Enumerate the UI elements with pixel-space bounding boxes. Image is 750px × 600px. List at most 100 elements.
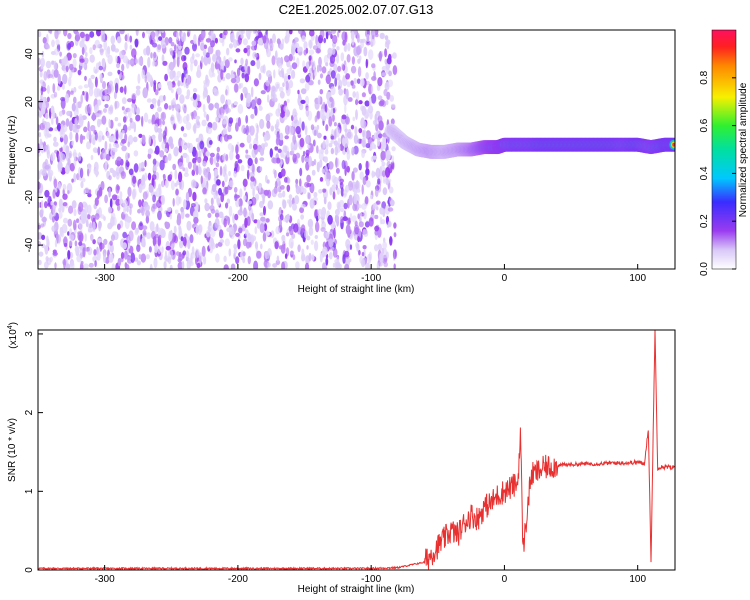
- heatmap-noise-cell: [108, 253, 114, 263]
- heatmap-noise-cell: [235, 232, 240, 237]
- heatmap-noise-cell: [365, 262, 371, 269]
- heatmap-noise-cell: [306, 144, 311, 149]
- heatmap-noise-cell: [233, 186, 238, 193]
- heatmap-noise-cell: [215, 253, 220, 263]
- heatmap-noise-cell: [138, 183, 143, 194]
- heatmap-noise-cell: [145, 254, 150, 260]
- heatmap-noise-cell: [365, 72, 369, 80]
- heatmap-noise-cell: [173, 235, 179, 244]
- heatmap-noise-cell: [343, 189, 348, 196]
- heatmap-noise-cell: [274, 241, 279, 250]
- heatmap-noise-cell: [193, 59, 198, 67]
- heatmap-noise-cell: [127, 59, 134, 65]
- heatmap-noise-cell: [275, 108, 281, 117]
- heatmap-noise-cell: [318, 152, 324, 161]
- heatmap-noise-cell: [390, 103, 396, 108]
- heatmap-noise-cell: [234, 194, 240, 199]
- heatmap-noise-cell: [276, 255, 280, 263]
- heatmap-noise-cell: [186, 89, 191, 97]
- heatmap-noise-cell: [145, 45, 151, 56]
- heatmap-noise-cell: [265, 231, 270, 236]
- heatmap-noise-cell: [178, 225, 182, 231]
- heatmap-noise-cell: [182, 250, 187, 256]
- heatmap-noise-cell: [137, 209, 141, 214]
- heatmap-noise-cell: [356, 137, 360, 144]
- heatmap-noise-cell: [318, 189, 323, 194]
- heatmap-noise-cell: [48, 73, 53, 79]
- heatmap-noise-cell: [342, 39, 346, 46]
- heatmap-noise-cell: [190, 203, 196, 208]
- heatmap-noise-cell: [108, 187, 111, 198]
- heatmap-noise-cell: [386, 160, 391, 169]
- heatmap-noise-cell: [62, 202, 68, 207]
- heatmap-noise-cell: [342, 216, 349, 222]
- heatmap-noise-cell: [258, 182, 263, 189]
- heatmap-noise-cell: [292, 254, 296, 261]
- heatmap-noise-cell: [285, 80, 289, 91]
- heatmap-noise-cell: [132, 175, 137, 184]
- heatmap-noise-cell: [317, 111, 320, 119]
- heatmap-noise-cell: [369, 111, 373, 120]
- heatmap-noise-cell: [180, 236, 184, 242]
- heatmap-noise-cell: [205, 151, 210, 157]
- heatmap-noise-cell: [116, 156, 122, 164]
- heatmap-noise-cell: [142, 225, 148, 230]
- y-tick-label: 0: [24, 146, 35, 152]
- heatmap-noise-cell: [277, 192, 283, 198]
- heatmap-noise-cell: [144, 74, 148, 83]
- heatmap-noise-cell: [183, 199, 187, 210]
- heatmap-noise-cell: [372, 202, 377, 210]
- heatmap-noise-cell: [131, 93, 137, 100]
- heatmap-noise-cell: [260, 90, 266, 95]
- heatmap-noise-cell: [174, 182, 178, 187]
- heatmap-noise-cell: [233, 243, 238, 250]
- heatmap-noise-cell: [351, 146, 355, 156]
- heatmap-noise-cell: [223, 134, 229, 142]
- heatmap-noise-cell: [89, 47, 93, 55]
- heatmap-noise-cell: [230, 263, 236, 269]
- heatmap-noise-cell: [172, 163, 177, 171]
- heatmap-noise-cell: [263, 223, 268, 232]
- heatmap-noise-cell: [275, 226, 281, 235]
- heatmap-noise-cell: [60, 230, 65, 238]
- heatmap-noise-cell: [107, 71, 113, 77]
- heatmap-noise-cell: [343, 45, 347, 52]
- heatmap-noise-cell: [179, 180, 182, 190]
- heatmap-noise-cell: [347, 97, 353, 102]
- heatmap-noise-cell: [65, 263, 71, 269]
- heatmap-noise-cell: [149, 221, 155, 232]
- heatmap-noise-cell: [41, 169, 48, 177]
- heatmap-noise-cell: [73, 86, 77, 93]
- heatmap-noise-cell: [56, 183, 62, 190]
- heatmap-noise-cell: [308, 226, 314, 236]
- heatmap-noise-cell: [315, 48, 322, 54]
- heatmap-noise-cell: [383, 261, 389, 268]
- heatmap-noise-cell: [363, 47, 368, 57]
- heatmap-noise-cell: [73, 157, 77, 167]
- heatmap-noise-cell: [39, 138, 43, 150]
- heatmap-noise-cell: [252, 30, 256, 35]
- heatmap-noise-cell: [239, 205, 243, 213]
- heatmap-noise-cell: [391, 155, 395, 164]
- heatmap-noise-cell: [213, 156, 217, 165]
- heatmap-noise-cell: [377, 77, 383, 87]
- heatmap-noise-cell: [46, 84, 50, 94]
- heatmap-noise-cell: [67, 32, 72, 40]
- heatmap-noise-cell: [263, 134, 267, 142]
- heatmap-noise-cell: [127, 186, 132, 197]
- heatmap-noise-cell: [86, 131, 92, 140]
- heatmap-noise-cell: [47, 169, 54, 177]
- heatmap-noise-cell: [276, 38, 281, 45]
- heatmap-noise-cell: [208, 140, 213, 145]
- heatmap-noise-cell: [234, 59, 237, 64]
- heatmap-noise-cell: [351, 38, 355, 46]
- heatmap-noise-cell: [347, 180, 354, 191]
- heatmap-noise-cell: [304, 125, 308, 136]
- heatmap-noise-cell: [271, 55, 276, 66]
- heatmap-noise-cell: [217, 199, 221, 205]
- heatmap-noise-cell: [101, 148, 107, 160]
- heatmap-noise-cell: [40, 81, 44, 87]
- heatmap-noise-cell: [167, 249, 174, 260]
- heatmap-noise-cell: [242, 178, 248, 187]
